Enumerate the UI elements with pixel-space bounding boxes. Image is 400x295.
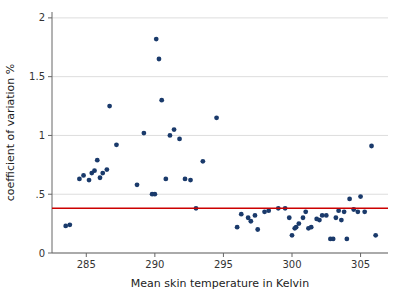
point (253, 213, 258, 218)
point (239, 212, 244, 217)
point (214, 115, 219, 120)
point (87, 178, 92, 183)
point (248, 219, 253, 224)
point (320, 213, 325, 218)
point (104, 167, 109, 172)
point (141, 131, 146, 136)
point (331, 236, 336, 241)
point (290, 233, 295, 238)
x-tick (223, 253, 224, 257)
x-tick (86, 253, 87, 257)
point (262, 209, 267, 214)
point (154, 37, 159, 42)
point (81, 173, 86, 178)
point (362, 209, 367, 214)
point (309, 225, 314, 230)
point (67, 222, 72, 227)
point (339, 218, 344, 223)
point (135, 182, 140, 187)
grid-line (52, 135, 388, 136)
point (163, 177, 168, 182)
x-axis (52, 253, 388, 254)
point (342, 209, 347, 214)
x-tick-label: 295 (214, 259, 233, 270)
grid (52, 18, 388, 253)
reference-line (52, 208, 388, 210)
point (114, 142, 119, 147)
point (344, 236, 349, 241)
grid-line (52, 253, 388, 254)
point (200, 159, 205, 164)
point (107, 104, 112, 109)
point (100, 171, 105, 176)
point (188, 178, 193, 183)
y-tick (48, 253, 52, 254)
point (324, 213, 329, 218)
point (358, 194, 363, 199)
y-tick-label: 2 (39, 12, 45, 23)
point (152, 192, 157, 197)
point (296, 221, 301, 226)
chart: 0 .5 1 1.5 2 285 290 295 300 305 Mean skin tempera… (0, 0, 400, 295)
point (159, 98, 164, 103)
point (373, 233, 378, 238)
point (255, 227, 260, 232)
point (172, 127, 177, 132)
y-tick (48, 76, 52, 77)
y-tick (48, 194, 52, 195)
grid-line (52, 76, 388, 77)
x-tick (360, 253, 361, 257)
x-tick-label: 305 (351, 259, 370, 270)
point (95, 158, 100, 163)
grid-line (52, 194, 388, 195)
point (157, 57, 162, 62)
y-tick-label: 1 (39, 130, 45, 141)
point (235, 225, 240, 230)
point (317, 218, 322, 223)
x-tick-label: 290 (145, 259, 164, 270)
x-tick-label: 300 (282, 259, 301, 270)
point (92, 168, 97, 173)
y-axis (52, 12, 53, 253)
point (177, 137, 182, 142)
y-tick-label: 0 (39, 248, 45, 259)
point (369, 144, 374, 149)
y-axis-label: coefficient of variation % (4, 64, 17, 202)
point (168, 133, 173, 138)
point (183, 177, 188, 182)
point (98, 175, 103, 180)
plot-area (52, 37, 388, 242)
grid-line (52, 17, 388, 18)
x-tick (154, 253, 155, 257)
y-tick-label: .5 (35, 189, 45, 200)
point (333, 215, 338, 220)
point (63, 224, 68, 229)
x-tick (292, 253, 293, 257)
point (287, 215, 292, 220)
point (303, 209, 308, 214)
point (355, 209, 360, 214)
x-axis-label: Mean skin temperature in Kelvin (131, 277, 309, 290)
y-tick (48, 135, 52, 136)
point (301, 215, 306, 220)
point (347, 197, 352, 202)
y-tick (48, 17, 52, 18)
y-tick-label: 1.5 (29, 71, 45, 82)
x-tick-label: 285 (77, 259, 96, 270)
point (77, 177, 82, 182)
